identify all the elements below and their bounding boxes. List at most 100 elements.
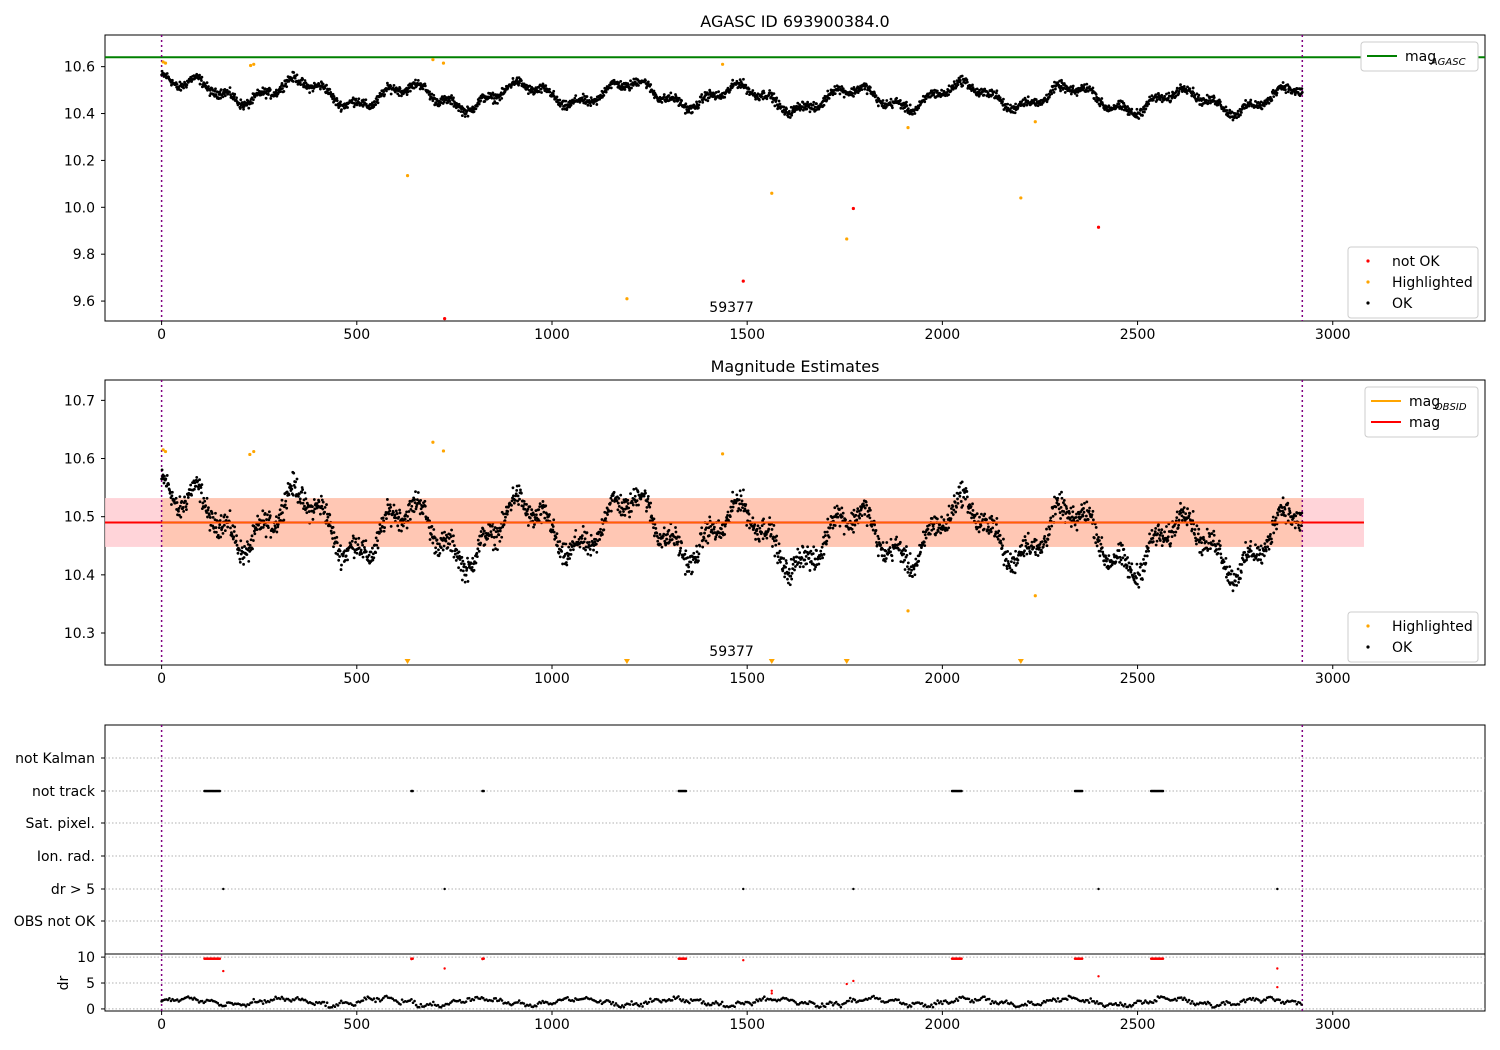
middle-ok-point	[756, 532, 759, 536]
middle-ok-point	[450, 549, 454, 553]
top-ok-point	[1157, 91, 1160, 95]
middle-ok-point	[1298, 528, 1302, 532]
middle-ok-point	[706, 541, 710, 545]
middle-ok-point	[304, 497, 308, 501]
middle-ok-point	[808, 569, 812, 572]
middle-ok-point	[809, 549, 813, 553]
middle-panel-magnitude-estimates: 0 500 1000 1500 2000 2500 300010.310.410.510.6…	[64, 379, 1486, 687]
top-ok-point	[1231, 118, 1235, 122]
middle-x-tick-label: 3000	[1315, 671, 1351, 687]
middle-ok-point	[1083, 501, 1086, 505]
top-ok-point	[908, 103, 912, 107]
middle-ok-point	[431, 541, 435, 545]
middle-ok-point	[719, 536, 723, 540]
middle-ok-point	[1006, 550, 1010, 553]
middle-ok-point	[1190, 527, 1194, 531]
middle-ok-point	[966, 510, 970, 514]
top-ok-point	[1177, 92, 1181, 95]
middle-ok-point	[178, 495, 182, 499]
middle-ok-point	[699, 532, 703, 535]
middle-ok-point	[1165, 525, 1168, 528]
middle-ok-point	[1193, 532, 1196, 536]
middle-ok-point	[232, 530, 236, 533]
top-ok-point	[440, 95, 444, 99]
middle-ok-point	[243, 545, 246, 548]
middle-ok-point	[414, 490, 417, 494]
top-ok-point	[667, 94, 671, 97]
top-ok-point	[432, 93, 436, 97]
middle-ok-point	[354, 540, 357, 544]
middle-ok-point	[185, 502, 189, 506]
middle-ok-point	[479, 530, 483, 533]
middle-ok-point	[1175, 516, 1179, 520]
middle-ok-point	[660, 545, 664, 549]
top-ok-point	[382, 90, 386, 94]
middle-ok-point	[821, 556, 824, 560]
middle-ok-point	[883, 554, 886, 558]
top-ok-point	[680, 99, 683, 103]
top-ok-point	[876, 104, 880, 108]
middle-ok-point	[784, 565, 787, 569]
middle-ok-point	[261, 525, 265, 529]
top-lower-legend-box	[1347, 246, 1479, 319]
middle-ok-point	[860, 514, 864, 518]
middle-ok-point	[1269, 532, 1272, 536]
middle-ok-point	[388, 509, 392, 513]
middle-ok-point	[538, 502, 542, 506]
middle-ok-point	[877, 537, 881, 541]
middle-ok-point	[840, 515, 844, 518]
middle-ok-point	[932, 527, 936, 531]
top-ok-point	[1225, 108, 1229, 112]
middle-ok-point	[649, 501, 653, 505]
top-ok-point	[1140, 108, 1144, 111]
top-y-tick-label: 10.2	[64, 153, 95, 169]
middle-ok-point	[357, 546, 361, 550]
middle-ok-point	[457, 566, 461, 570]
middle-ok-point	[969, 505, 973, 508]
middle-ok-point	[398, 508, 401, 512]
top-ok-point	[1160, 93, 1164, 97]
middle-ok-point	[1177, 518, 1181, 522]
middle-ok-point	[541, 500, 545, 503]
top-ok-point	[961, 84, 965, 87]
middle-ok-point	[1284, 514, 1287, 518]
middle-ok-point	[1121, 543, 1124, 547]
middle-ok-point	[395, 512, 399, 516]
middle-ok-point	[568, 557, 572, 560]
middle-ok-point	[1160, 544, 1164, 548]
top-ok-point	[223, 94, 227, 98]
middle-ok-point	[616, 508, 620, 512]
top-ok-point	[492, 97, 496, 100]
middle-ok-point	[772, 524, 776, 527]
top-ok-point	[1240, 111, 1243, 114]
middle-ok-point	[1075, 528, 1079, 532]
middle-ok-point	[657, 536, 661, 540]
top-ok-point	[540, 91, 543, 94]
middle-ok-point	[621, 513, 624, 517]
middle-ok-point	[1073, 523, 1077, 527]
top-ok-point	[305, 87, 309, 90]
middle-ok-point	[526, 507, 530, 511]
middle-ok-point	[851, 523, 854, 526]
middle-ok-point	[585, 531, 589, 535]
middle-ok-point	[670, 538, 674, 541]
middle-ok-point	[811, 552, 815, 556]
middle-ok-point	[215, 530, 218, 534]
middle-ok-point	[755, 527, 759, 531]
middle-ok-point	[237, 548, 241, 552]
middle-ok-point	[1282, 511, 1285, 514]
middle-ok-point	[1225, 575, 1228, 579]
middle-ok-point	[170, 494, 174, 498]
middle-ok-point	[922, 540, 926, 544]
middle-ok-point	[551, 525, 555, 528]
middle-ok-point	[884, 549, 888, 553]
top-upper-legend-box	[1360, 41, 1479, 72]
middle-ok-point	[483, 543, 487, 547]
top-ok-point	[1212, 96, 1216, 99]
middle-ok-point	[1197, 527, 1201, 531]
middle-ok-point	[838, 524, 842, 528]
middle-ok-point	[226, 525, 230, 529]
top-ok-point	[798, 103, 802, 107]
middle-ok-point	[696, 555, 700, 559]
top-ok-point	[1082, 86, 1086, 90]
